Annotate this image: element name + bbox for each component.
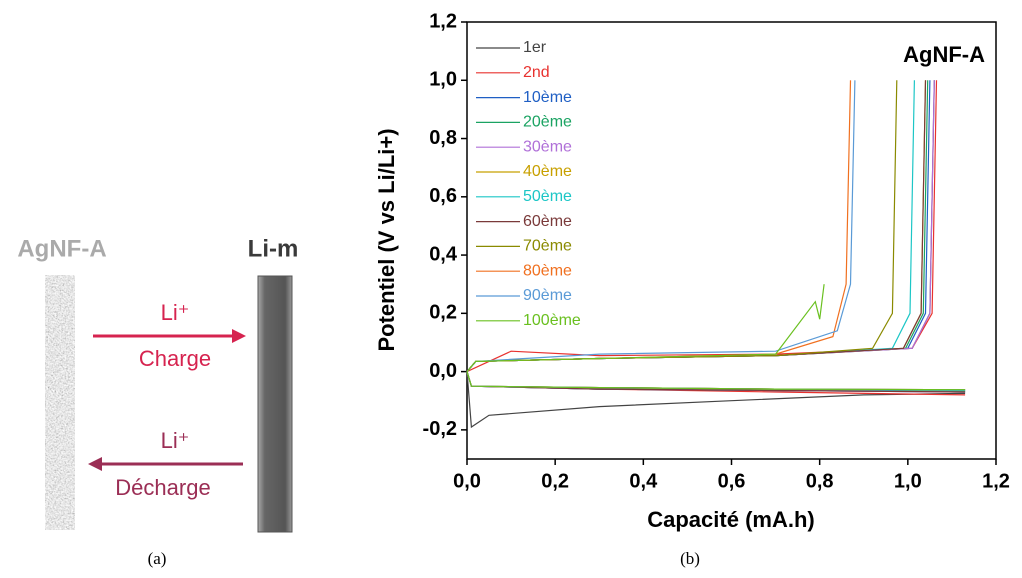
agnf-electrode	[45, 275, 75, 530]
arrow-head	[88, 457, 102, 471]
legend-label: 60ème	[523, 213, 572, 230]
y-tick-label: 1,0	[429, 69, 457, 91]
x-axis-title: Capacité (mA.h)	[647, 507, 814, 532]
charge-label: Charge	[139, 346, 211, 371]
legend-label: 30ème	[523, 138, 572, 155]
diagram: AgNF-A Li-m Li⁺ Charge Li⁺ Décharge (a)	[17, 235, 298, 568]
y-tick-label: 0,4	[429, 243, 458, 265]
discharge-label: Décharge	[115, 475, 210, 500]
x-tick-label: 1,0	[894, 470, 922, 492]
y-tick-label: 0,8	[429, 127, 457, 149]
ion-label: Li⁺	[161, 300, 190, 325]
legend-label: 1er	[523, 39, 547, 56]
ion-label: Li⁺	[161, 428, 190, 453]
series-line	[466, 284, 966, 391]
x-tick-label: 0,2	[541, 470, 569, 492]
x-tick-label: 0,4	[629, 470, 658, 492]
y-tick-label: 1,2	[429, 10, 457, 32]
right-label: Li-m	[248, 235, 299, 262]
legend-label: 50ème	[523, 188, 572, 205]
caption: (a)	[148, 549, 167, 568]
legend-label: 90ème	[523, 287, 572, 304]
y-tick-label: 0,0	[429, 360, 457, 382]
x-tick-label: 0,0	[453, 470, 481, 492]
legend-label: 2nd	[523, 64, 550, 81]
caption: (b)	[680, 549, 700, 568]
legend-label: 80ème	[523, 262, 572, 279]
li-electrode	[257, 275, 293, 533]
x-tick-label: 0,8	[806, 470, 834, 492]
y-axis-title: Potentiel (V vs Li/Li+)	[374, 128, 399, 351]
x-tick-label: 1,2	[982, 470, 1010, 492]
left-label: AgNF-A	[17, 235, 106, 262]
x-tick-label: 0,6	[718, 470, 746, 492]
annotation: AgNF-A	[903, 42, 985, 67]
legend-label: 40ème	[523, 163, 572, 180]
legend-label: 10ème	[523, 89, 572, 106]
legend-label: 70ème	[523, 238, 572, 255]
legend-label: 20ème	[523, 114, 572, 131]
y-tick-label: 0,2	[429, 302, 457, 324]
y-tick-label: 0,6	[429, 185, 457, 207]
y-tick-label: -0,2	[423, 418, 457, 440]
arrow-head	[232, 329, 246, 343]
legend-label: 100ème	[523, 312, 581, 329]
